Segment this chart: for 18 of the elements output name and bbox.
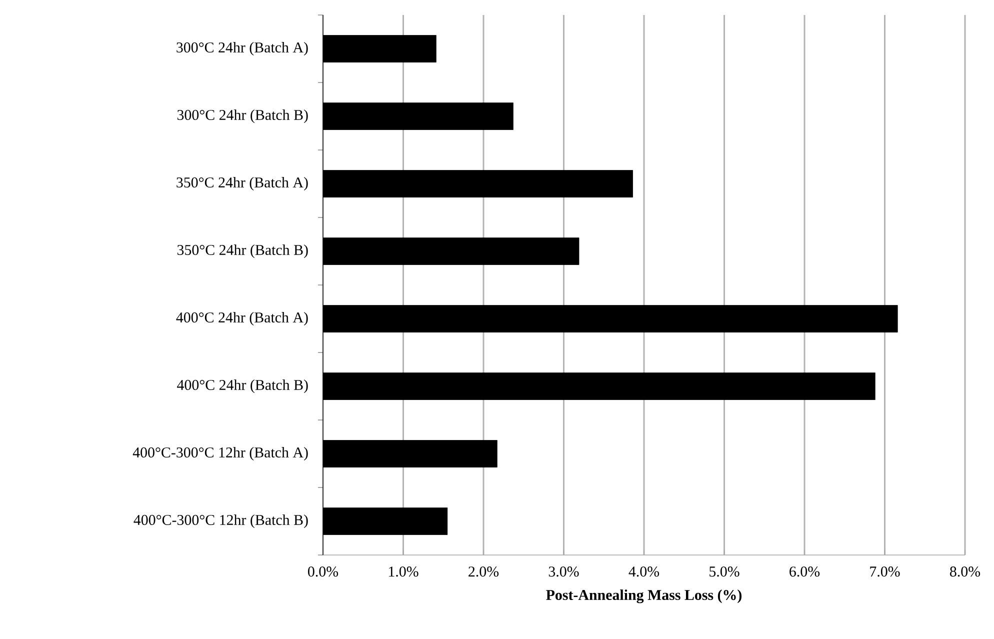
y-tick-label: 300°C 24hr (Batch B): [177, 109, 308, 124]
x-tick-label: 7.0%: [870, 566, 900, 577]
x-tick-label: 1.0%: [389, 566, 418, 577]
y-tick-label: 400°C-300°C 12hr (Batch B): [134, 514, 308, 528]
x-tick-label: 0.0%: [308, 566, 338, 577]
x-tick-label: 4.0%: [628, 566, 660, 577]
y-tick-label: 400°C 24hr (Batch B): [177, 379, 308, 394]
y-tick-label: 400°C 24hr (Batch A): [176, 312, 308, 326]
x-axis-title: Post-Annealing Mass Loss (%): [546, 590, 742, 604]
x-tick-label: 8.0%: [950, 566, 980, 577]
y-tick-label: 350°C 24hr (Batch B): [177, 244, 308, 258]
y-tick-label: 350°C 24hr (Batch A): [176, 176, 308, 191]
x-tick-label: 3.0%: [548, 566, 579, 577]
y-tick-label: 400°C-300°C 12hr (Batch A): [132, 446, 308, 461]
x-tick-label: 6.0%: [790, 566, 820, 577]
y-tick-label: 300°C 24hr (Batch A): [176, 42, 308, 56]
x-tick-label: 2.0%: [468, 566, 499, 577]
x-tick-label: 5.0%: [710, 566, 740, 577]
